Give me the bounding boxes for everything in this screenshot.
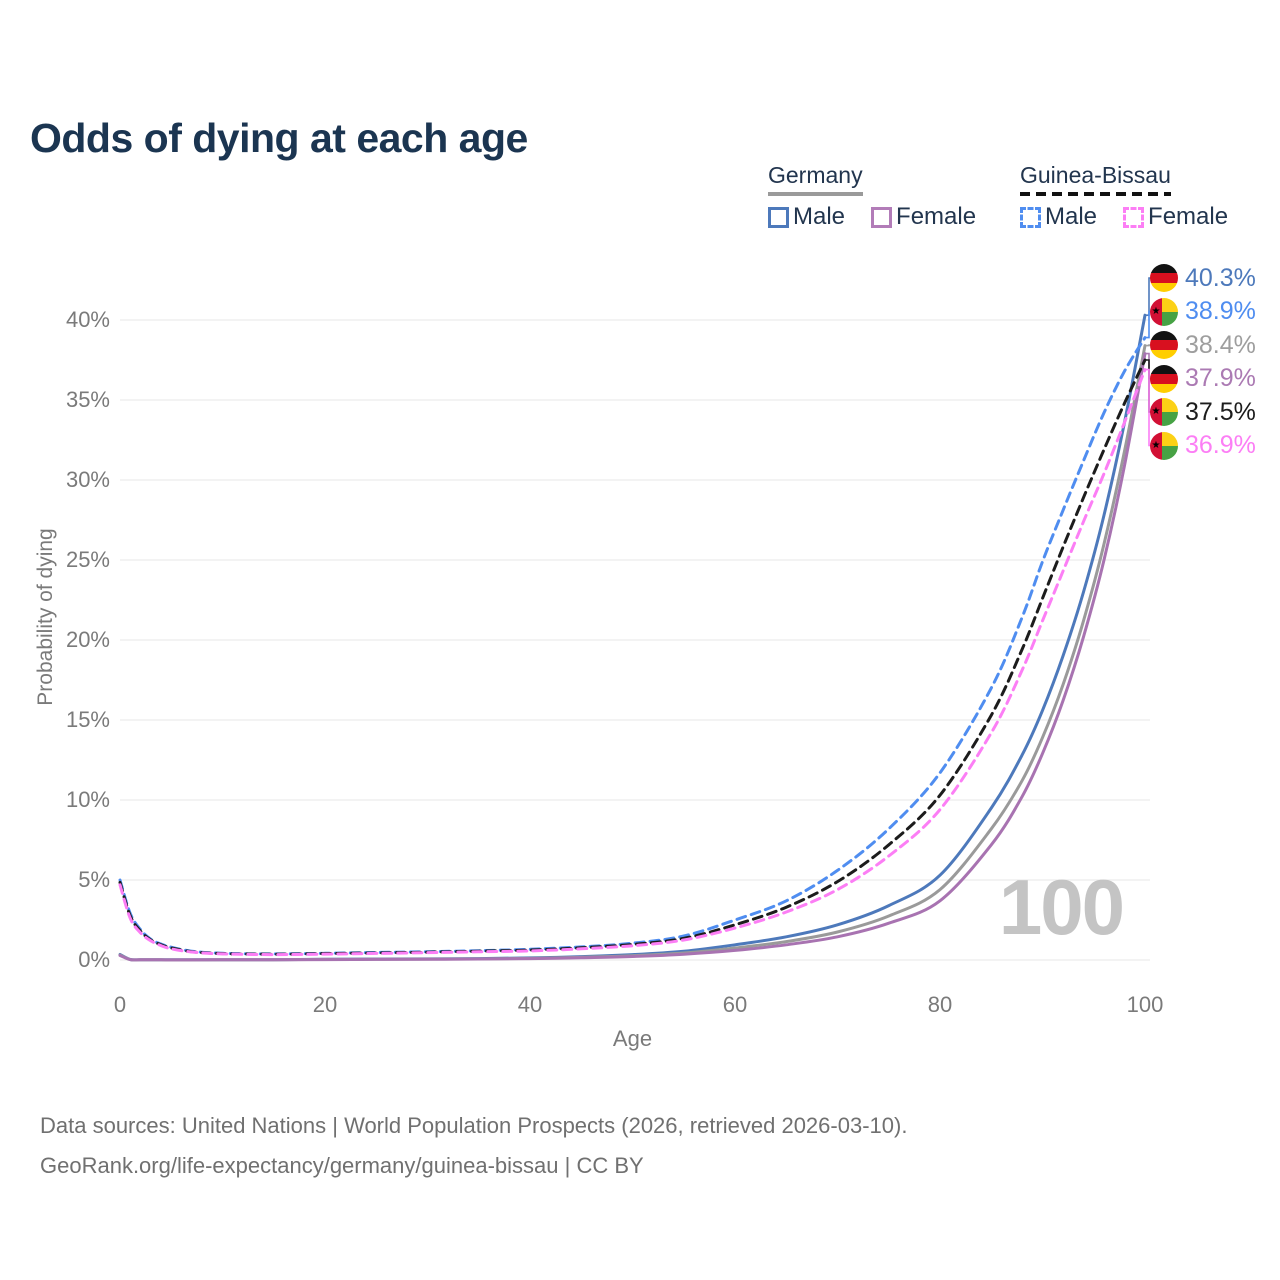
legend-country-guinea-bissau: Guinea-Bissau	[1020, 162, 1171, 196]
x-tick-0: 0	[113, 992, 127, 1017]
legend-item-label: Male	[793, 203, 846, 230]
guinea-bissau-female-swatch-icon	[1123, 206, 1145, 228]
legend-item-guinea-bissau-male[interactable]: Male	[1020, 203, 1097, 231]
end-label-value: 38.9%	[1185, 297, 1256, 325]
legend-item-label: Female	[896, 203, 977, 230]
y-tick-20%: 20%	[65, 627, 110, 652]
end-label-value: 38.4%	[1185, 330, 1256, 359]
x-tick-40: 40	[517, 992, 543, 1017]
y-axis-title: Probability of dying	[34, 528, 57, 706]
legend-group-guinea-bissau: Guinea-Bissau Male Female	[1020, 162, 1228, 231]
germany-female-swatch-icon	[871, 206, 893, 228]
end-label-value: 37.5%	[1185, 397, 1256, 426]
y-tick-30%: 30%	[65, 467, 110, 492]
y-tick-40%: 40%	[65, 307, 110, 332]
guinea-bissau-male-swatch-icon	[1020, 206, 1041, 228]
germany-flag-icon	[1150, 264, 1178, 292]
y-tick-5%: 5%	[78, 867, 110, 892]
end-label-value: 36.9%	[1185, 431, 1256, 459]
legend-item-guinea-bissau-female[interactable]: Female	[1123, 203, 1228, 231]
y-tick-0%: 0%	[78, 947, 110, 972]
y-tick-35%: 35%	[65, 387, 110, 412]
page-title: Odds of dying at each age	[30, 115, 528, 162]
y-tick-15%: 15%	[65, 707, 110, 732]
y-tick-10%: 10%	[65, 787, 110, 812]
x-axis-title: Age	[612, 1026, 653, 1051]
legend-item-germany-male[interactable]: Male	[768, 203, 845, 231]
end-label-guinea-bissau-combined: ★ 37.5%	[1150, 395, 1256, 429]
y-tick-25%: 25%	[65, 547, 110, 572]
germany-flag-icon	[1150, 331, 1178, 359]
series-line-germany-combined	[118, 344, 1147, 962]
x-tick-100: 100	[1126, 992, 1164, 1017]
guinea-bissau-flag-icon: ★	[1150, 431, 1178, 460]
end-label-germany-combined: 38.4%	[1150, 328, 1256, 362]
footer-attribution-link: GeoRank.org/life-expectancy/germany/guin…	[40, 1153, 644, 1178]
series-line-guinea-bissau-male	[118, 336, 1147, 956]
series-line-guinea-bissau-female	[118, 368, 1147, 957]
germany-male-swatch-icon	[768, 206, 789, 228]
end-label-guinea-bissau-female: ★ 36.9%	[1150, 429, 1256, 463]
series-line-guinea-bissau-combined	[118, 358, 1147, 956]
guinea-bissau-flag-icon: ★	[1150, 297, 1178, 326]
germany-flag-icon	[1150, 364, 1178, 393]
series-line-germany-male	[118, 313, 1147, 962]
x-tick-20: 20	[312, 992, 338, 1017]
x-tick-60: 60	[722, 992, 748, 1017]
footer: Data sources: United Nations | World Pop…	[40, 1106, 907, 1186]
legend-item-label: Female	[1148, 203, 1229, 230]
age-watermark: 100	[998, 863, 1125, 951]
legend-country-germany: Germany	[768, 162, 863, 196]
legend-item-germany-female[interactable]: Female	[871, 203, 976, 231]
end-label-germany-female: 37.9%	[1150, 362, 1256, 396]
series-line-germany-female	[118, 352, 1147, 962]
x-tick-80: 80	[927, 992, 953, 1017]
footer-data-sources: Data sources: United Nations | World Pop…	[40, 1113, 908, 1138]
guinea-bissau-flag-icon: ★	[1150, 398, 1178, 426]
end-label-value: 40.3%	[1185, 263, 1256, 292]
end-label-germany-male: 40.3%	[1150, 261, 1256, 295]
end-label-value: 37.9%	[1185, 364, 1256, 392]
legend-item-label: Male	[1045, 203, 1098, 230]
legend-group-germany: Germany Male Female	[768, 162, 976, 231]
mortality-line-chart[interactable]	[0, 0, 1280, 1080]
end-label-guinea-bissau-male: ★ 38.9%	[1150, 295, 1256, 329]
